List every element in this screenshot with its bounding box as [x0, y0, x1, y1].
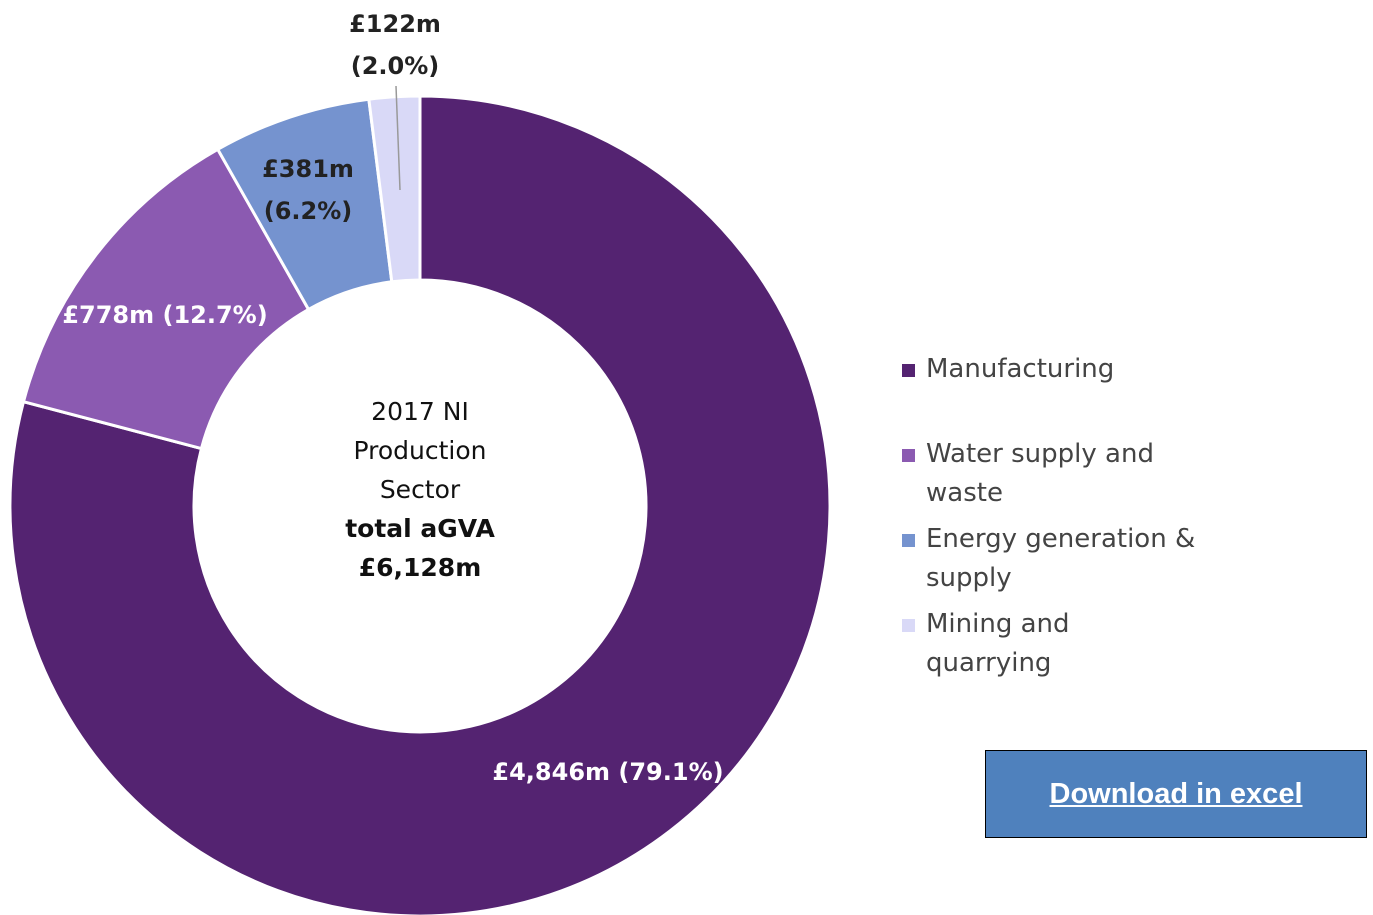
legend-label: Manufacturing: [926, 354, 1115, 384]
data-label: £381m (6.2%): [262, 155, 354, 225]
center-text: 2017 NI Production Sector total aGVA £6,…: [320, 392, 520, 587]
center-label: total aGVA: [345, 514, 495, 543]
center-caption: 2017 NI Production Sector: [353, 397, 487, 504]
wedge: [21, 147, 311, 451]
leader-line: [395, 85, 401, 191]
center-value: £6,128m: [358, 553, 482, 582]
legend-item: Energy generation & supply: [902, 520, 1202, 598]
data-label: £122m (2.0%): [349, 10, 441, 80]
data-label: £4,846m (79.1%): [492, 758, 723, 786]
wedge: [367, 94, 422, 284]
legend-item: Water supply and waste: [902, 435, 1202, 513]
legend-swatch: [902, 449, 915, 462]
legend-swatch: [902, 619, 915, 632]
data-label: £778m (12.7%): [62, 301, 267, 329]
wedge: [8, 94, 832, 915]
legend-item: Mining and quarrying: [902, 605, 1202, 683]
legend-swatch: [902, 534, 915, 547]
legend-label: Energy generation & supply: [926, 524, 1196, 593]
download-button[interactable]: Download in excel: [985, 750, 1367, 838]
legend-swatch: [902, 364, 915, 377]
legend-label: Water supply and waste: [926, 439, 1154, 508]
legend: Manufacturing Water supply and waste Energ…: [902, 350, 1202, 690]
legend-item: Manufacturing: [902, 350, 1202, 389]
legend-label: Mining and quarrying: [926, 609, 1070, 678]
